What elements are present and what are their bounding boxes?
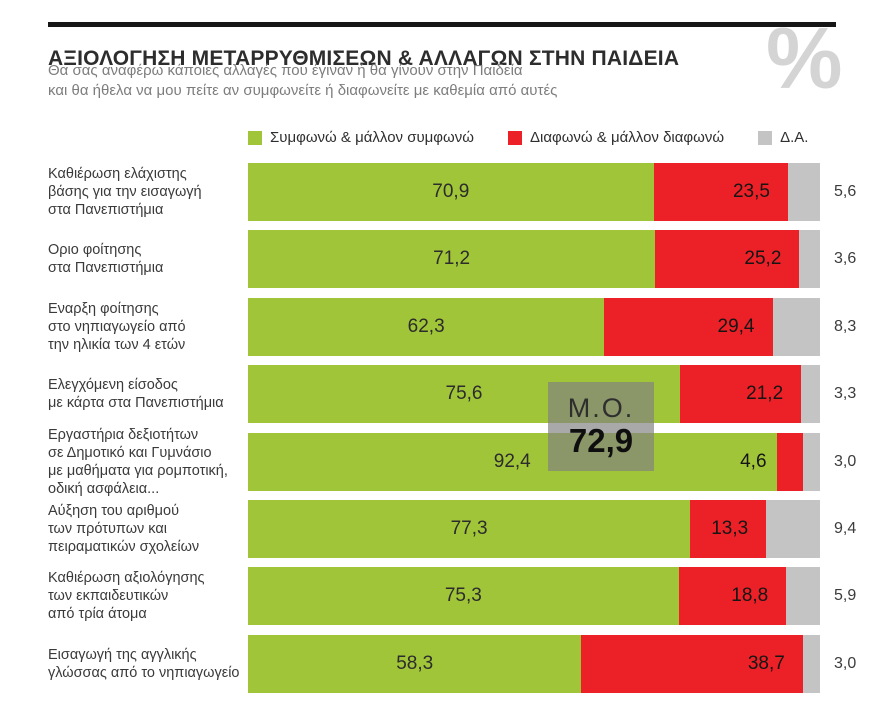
dk-value: 3,3 <box>834 385 857 403</box>
disagree-segment: 29,4 <box>604 297 773 356</box>
agree-value: 92,4 <box>493 450 531 472</box>
stacked-bar: 75,3 18,8 <box>248 567 820 626</box>
agree-value: 77,3 <box>450 517 488 539</box>
chart-row: Εναρξη φοίτησης στο νηπιαγωγείο από την … <box>0 297 880 365</box>
stacked-bar: 75,6 21,2 <box>248 365 821 424</box>
disagree-value: 25,2 <box>744 248 782 270</box>
agree-segment: 71,2 <box>248 230 656 289</box>
dk-value: 3,0 <box>834 452 857 470</box>
stacked-bar: 92,4 4,6 <box>248 432 820 491</box>
average-value: 72,9 <box>568 422 634 459</box>
disagree-segment: 18,8 <box>678 567 787 626</box>
chart-row: Εισαγωγή της αγγλικής γλώσσας από το νηπ… <box>0 634 880 702</box>
agree-segment: 75,3 <box>248 567 679 626</box>
disagree-segment: 21,2 <box>680 365 802 424</box>
category-label: Εισαγωγή της αγγλικής γλώσσας από το νηπ… <box>48 646 240 681</box>
agree-value: 75,6 <box>445 383 483 405</box>
header-rule <box>48 22 836 27</box>
dk-segment <box>799 230 820 289</box>
chart-row: Καθιέρωση αξιολόγησης των εκπαιδευτικών … <box>0 567 880 634</box>
stacked-bar-chart: Καθιέρωση ελάχιστης βάσης για την εισαγω… <box>0 163 880 702</box>
category-label: Οριο φοίτησης στα Πανεπιστήμια <box>48 242 164 277</box>
legend-swatch-disagree-icon <box>507 130 522 145</box>
disagree-segment: 25,2 <box>655 230 800 289</box>
dk-value: 5,9 <box>834 587 857 605</box>
legend-item: Διαφωνώ & μάλλον διαφωνώ <box>507 129 725 146</box>
page-subtitle: Θα σας αναφέρω κάποιες αλλαγές που έγινα… <box>48 62 558 99</box>
agree-value: 62,3 <box>407 315 445 337</box>
category-label: Εργαστήρια δεξιοτήτων σε Δημοτικό και Γυ… <box>48 426 228 497</box>
agree-value: 75,3 <box>444 585 482 607</box>
legend-item: Δ.Α. <box>758 129 808 146</box>
stacked-bar: 58,3 38,7 <box>248 634 820 693</box>
legend-swatch-agree-icon <box>248 130 262 145</box>
legend-swatch-dk-icon <box>758 130 773 145</box>
dk-value: 5,6 <box>834 183 857 200</box>
dk-segment <box>766 499 820 558</box>
chart-row: Ελεγχόμενη είσοδος με κάρτα στα Πανεπιστ… <box>0 365 880 432</box>
chart-row: Οριο φοίτησης στα Πανεπιστήμια 71,2 25,2… <box>0 230 880 297</box>
agree-value: 58,3 <box>396 652 434 674</box>
category-label: Ελεγχόμενη είσοδος με κάρτα στα Πανεπιστ… <box>48 377 224 412</box>
dk-value: 8,3 <box>834 317 857 335</box>
dk-value: 3,6 <box>834 250 857 268</box>
legend-item-label: Δ.Α. <box>780 129 809 146</box>
legend-item-label: Συμφωνώ & μάλλον συμφωνώ <box>270 129 474 146</box>
disagree-value: 18,8 <box>731 585 769 607</box>
average-overlay: Μ.Ο. 72,9 <box>548 382 654 471</box>
agree-segment: 62,3 <box>248 297 605 356</box>
dk-segment <box>772 297 820 356</box>
disagree-value: 4,6 <box>740 450 767 472</box>
chart-row: Καθιέρωση ελάχιστης βάσης για την εισαγω… <box>0 163 880 230</box>
legend: Συμφωνώ & μάλλον συμφωνώ Διαφωνώ & μάλλο… <box>248 129 808 146</box>
dk-segment <box>802 432 820 491</box>
percent-watermark: % <box>766 11 843 107</box>
legend-item-label: Διαφωνώ & μάλλον διαφωνώ <box>529 129 725 146</box>
agree-segment: 92,4 <box>248 432 777 491</box>
disagree-segment: 13,3 <box>690 499 767 558</box>
disagree-segment: 38,7 <box>581 634 803 693</box>
agree-value: 70,9 <box>432 181 470 202</box>
stacked-bar: 70,9 23,5 <box>248 163 820 221</box>
chart-row: Εργαστήρια δεξιοτήτων σε Δημοτικό και Γυ… <box>0 426 880 500</box>
disagree-value: 29,4 <box>717 315 755 337</box>
stacked-bar: 77,3 13,3 <box>248 499 820 558</box>
chart-row: Αύξηση του αριθμού των πρότυπων και πειρ… <box>0 499 880 567</box>
disagree-value: 21,2 <box>746 383 784 405</box>
dk-segment <box>786 567 820 626</box>
category-label: Καθιέρωση ελάχιστης βάσης για την εισαγω… <box>48 166 202 218</box>
category-label: Εναρξη φοίτησης στο νηπιαγωγείο από την … <box>48 300 186 353</box>
dk-segment <box>801 365 821 424</box>
disagree-value: 38,7 <box>747 652 785 674</box>
agree-segment: 77,3 <box>248 499 691 558</box>
page-title: ΑΞΙΟΛΟΓΗΣΗ ΜΕΤΑΡΡΥΘΜΙΣΕΩΝ & ΑΛΛΑΓΩΝ ΣΤΗΝ… <box>48 47 680 71</box>
disagree-value: 13,3 <box>711 517 749 539</box>
average-label: Μ.Ο. <box>567 393 635 423</box>
agree-segment: 58,3 <box>248 634 582 693</box>
disagree-value: 23,5 <box>732 181 770 202</box>
stacked-bar: 62,3 29,4 <box>248 297 820 356</box>
agree-segment: 70,9 <box>248 163 654 221</box>
stacked-bar: 71,2 25,2 <box>248 230 820 289</box>
legend-item: Συμφωνώ & μάλλον συμφωνώ <box>248 129 474 146</box>
dk-segment <box>787 163 820 221</box>
disagree-segment: 23,5 <box>653 163 788 221</box>
dk-value: 3,0 <box>834 654 857 672</box>
agree-value: 71,2 <box>433 248 471 270</box>
dk-segment <box>802 634 820 693</box>
category-label: Καθιέρωση αξιολόγησης των εκπαιδευτικών … <box>48 570 205 623</box>
disagree-segment: 4,6 <box>740 432 803 491</box>
category-label: Αύξηση του αριθμού των πρότυπων και πειρ… <box>48 502 200 555</box>
dk-value: 9,4 <box>834 519 857 537</box>
